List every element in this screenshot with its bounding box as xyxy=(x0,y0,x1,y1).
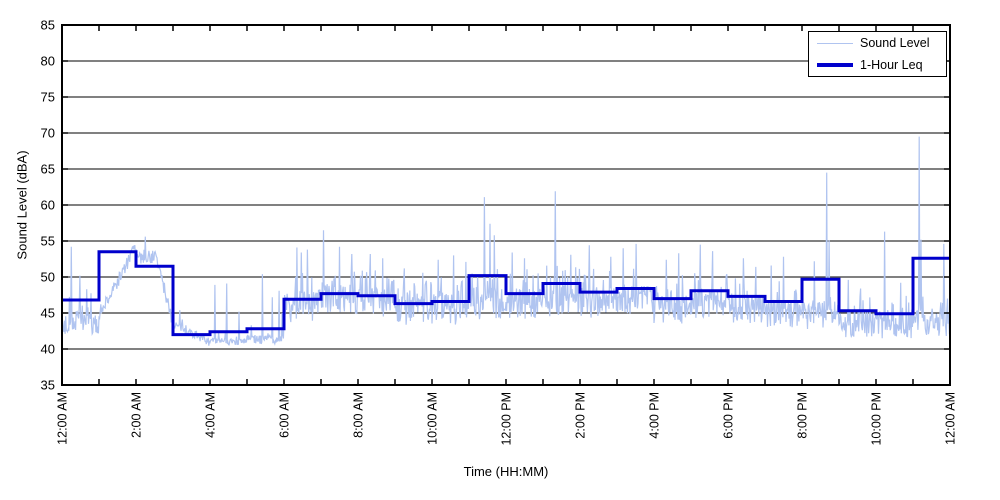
y-tick-label: 50 xyxy=(41,270,55,285)
y-tick-label: 45 xyxy=(41,306,55,321)
x-tick-label: 12:00 AM xyxy=(944,392,958,445)
y-tick-label: 70 xyxy=(41,126,55,141)
legend: Sound Level 1-Hour Leq xyxy=(808,31,947,77)
x-tick-label: 4:00 PM xyxy=(648,392,662,439)
y-tick-label: 40 xyxy=(41,342,55,357)
x-tick-label: 8:00 AM xyxy=(352,392,366,438)
x-tick-label: 2:00 PM xyxy=(574,392,588,439)
x-tick-label: 10:00 PM xyxy=(870,392,884,446)
x-tick-label: 12:00 PM xyxy=(500,392,514,446)
x-tick-label: 6:00 PM xyxy=(722,392,736,439)
y-tick-label: 60 xyxy=(41,198,55,213)
x-axis-label: Time (HH:MM) xyxy=(463,464,549,479)
y-tick-label: 85 xyxy=(41,18,55,33)
leq-step-line xyxy=(62,250,950,337)
y-tick-label: 35 xyxy=(41,378,55,393)
y-tick-label: 75 xyxy=(41,90,55,105)
x-tick-label: 10:00 AM xyxy=(426,392,440,445)
legend-label-1-hour-leq: 1-Hour Leq xyxy=(860,57,923,72)
y-axis-label: Sound Level (dBA) xyxy=(14,150,30,260)
y-tick-label: 55 xyxy=(41,234,55,249)
legend-item-1-hour-leq: 1-Hour Leq xyxy=(809,55,946,75)
x-tick-label: 12:00 AM xyxy=(56,392,70,445)
legend-label-sound-level: Sound Level xyxy=(860,36,930,51)
y-tick-label: 65 xyxy=(41,162,55,177)
x-tick-label: 4:00 AM xyxy=(204,392,218,438)
sound-level-line-swatch-icon xyxy=(817,42,853,44)
y-tick-label: 80 xyxy=(41,54,55,69)
x-tick-label: 2:00 AM xyxy=(130,392,144,438)
legend-item-sound-level: Sound Level xyxy=(809,33,946,53)
x-tick-label: 6:00 AM xyxy=(278,392,292,438)
x-tick-label: 8:00 PM xyxy=(796,392,810,439)
leq-line-swatch-icon xyxy=(817,62,853,67)
sound-level-series-line xyxy=(61,136,950,346)
